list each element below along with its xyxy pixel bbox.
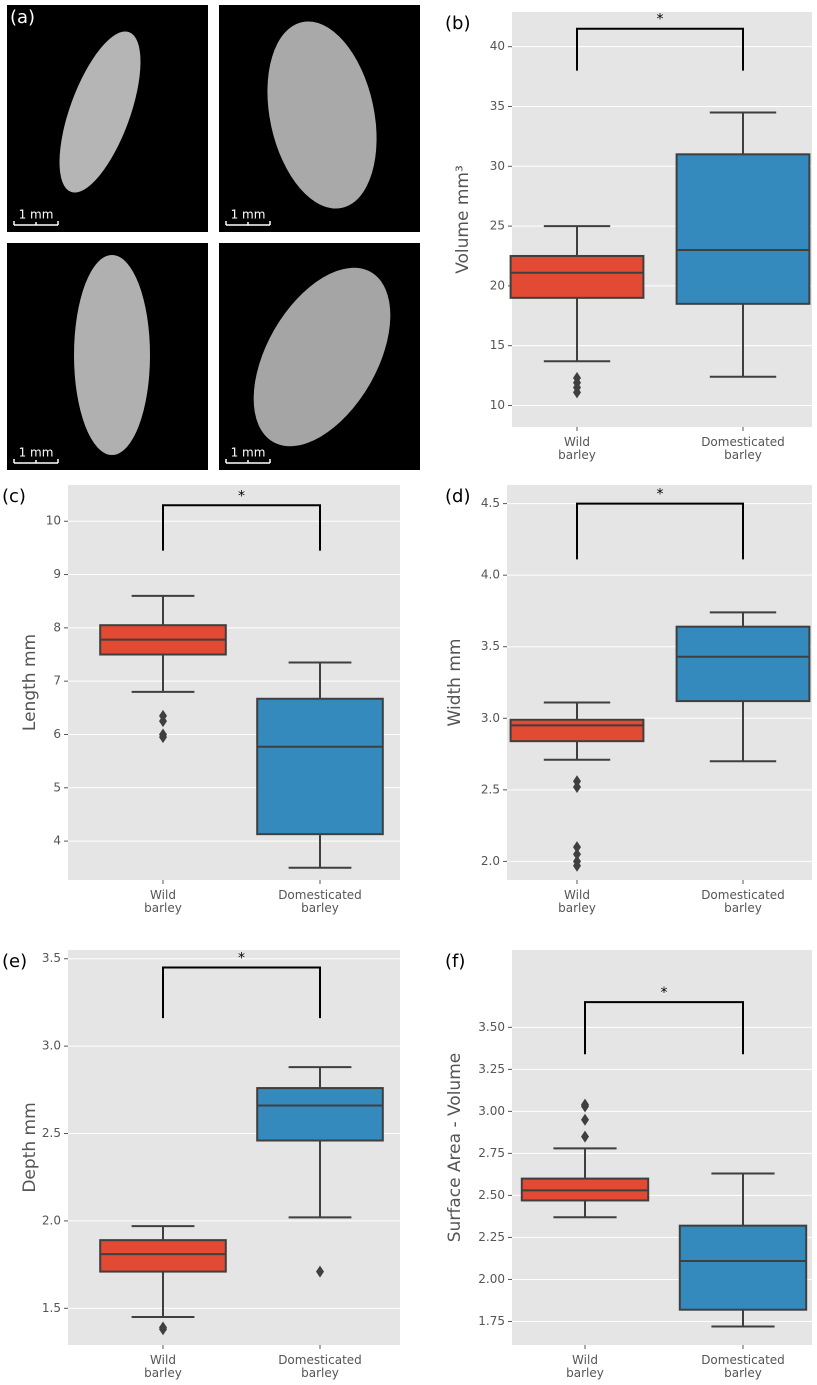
significance-label: * — [238, 488, 245, 504]
significance-label: * — [238, 950, 245, 966]
y-tick-label: 2.0 — [481, 854, 500, 868]
outlier — [159, 1323, 167, 1336]
y-tick-label: 8 — [53, 620, 61, 634]
y-tick-label: 3.0 — [481, 711, 500, 725]
panel-label: (b) — [445, 13, 470, 34]
y-tick-label: 25 — [490, 219, 505, 233]
y-tick-label: 9 — [53, 567, 61, 581]
scale-bar — [13, 221, 271, 464]
x-tick-label: Wild barley — [144, 888, 182, 915]
y-tick-label: 5 — [53, 780, 61, 794]
y-tick-label: 2.75 — [478, 1146, 505, 1160]
outlier — [573, 841, 581, 854]
y-tick-label: 2.0 — [42, 1213, 61, 1227]
box — [509, 254, 645, 299]
y-axis-label: Volume mm³ — [453, 165, 473, 274]
significance-bracket — [162, 966, 321, 1019]
significance-bracket — [162, 504, 321, 551]
y-tick-label: 2.00 — [478, 1272, 505, 1286]
y-tick-label: 10 — [46, 514, 61, 528]
y-tick-label: 3.25 — [478, 1062, 505, 1076]
outlier — [573, 859, 581, 872]
y-tick-label: 6 — [53, 727, 61, 741]
y-tick-label: 3.0 — [42, 1039, 61, 1053]
y-tick-label: 1.75 — [478, 1314, 505, 1328]
significance-label: * — [657, 12, 664, 28]
outlier — [573, 780, 581, 793]
box — [675, 153, 811, 305]
x-tick-label: Wild barley — [566, 1353, 604, 1380]
significance-label: * — [657, 487, 664, 503]
outlier — [581, 1130, 589, 1143]
grain — [74, 255, 150, 455]
y-tick-label: 30 — [490, 159, 505, 173]
y-tick-label: 2.5 — [481, 782, 500, 796]
panel-label: (e) — [2, 951, 27, 972]
panel-label: (a) — [10, 7, 35, 28]
y-axis-label: Width mm — [445, 639, 465, 727]
y-tick-label: 1.5 — [42, 1301, 61, 1315]
outlier — [581, 1098, 589, 1111]
y-tick-label: 4.0 — [481, 568, 500, 582]
box — [256, 697, 384, 836]
y-tick-label: 10 — [490, 398, 505, 412]
x-tick-label: Domesticated barley — [701, 435, 785, 462]
grain — [253, 267, 391, 447]
x-tick-label: Wild barley — [558, 888, 596, 915]
significance-label: * — [661, 985, 668, 1001]
y-tick-label: 2.25 — [478, 1230, 505, 1244]
significance-bracket — [576, 27, 744, 71]
outlier — [573, 386, 581, 399]
outlier — [573, 848, 581, 861]
box — [99, 1239, 227, 1273]
y-tick-label: 7 — [53, 674, 61, 688]
significance-bracket — [576, 502, 744, 560]
box — [675, 625, 811, 703]
y-tick-label: 4 — [53, 834, 61, 848]
y-tick-label: 3.5 — [481, 639, 500, 653]
y-tick-label: 40 — [490, 39, 505, 53]
y-axis-label: Surface Area - Volume — [445, 1053, 465, 1242]
grain — [267, 21, 377, 209]
scale-bar-label: 1 mm — [19, 446, 54, 460]
y-tick-label: 3.5 — [42, 951, 61, 965]
y-tick-label: 2.5 — [42, 1126, 61, 1140]
y-tick-label: 2.50 — [478, 1188, 505, 1202]
x-tick-label: Domesticated barley — [701, 888, 785, 915]
box — [509, 718, 645, 743]
y-tick-label: 3.50 — [478, 1020, 505, 1034]
scale-bar-label: 1 mm — [231, 446, 266, 460]
x-tick-label: Domesticated barley — [278, 888, 362, 915]
panel-label: (c) — [2, 486, 26, 507]
y-axis-label: Depth mm — [20, 1102, 40, 1192]
plot-background — [68, 950, 400, 1345]
x-tick-label: Domesticated barley — [701, 1353, 785, 1380]
box — [256, 1087, 384, 1142]
outlier — [316, 1265, 324, 1278]
x-tick-label: Domesticated barley — [278, 1353, 362, 1380]
grain — [59, 31, 141, 193]
scale-bar-label: 1 mm — [19, 208, 54, 222]
y-tick-label: 20 — [490, 278, 505, 292]
panel-label: (d) — [445, 486, 470, 507]
y-tick-label: 4.5 — [481, 496, 500, 510]
x-tick-label: Wild barley — [144, 1353, 182, 1380]
box — [678, 1224, 808, 1311]
outlier — [159, 715, 167, 728]
y-axis-label: Length mm — [20, 634, 40, 731]
panel-label: (f) — [445, 951, 465, 972]
panel-a: (a) 1 mm 1 mm 1 mm 1 mm — [7, 5, 420, 470]
y-tick-label: 15 — [490, 338, 505, 352]
y-tick-label: 35 — [490, 99, 505, 113]
outlier — [159, 731, 167, 744]
y-tick-label: 3.00 — [478, 1104, 505, 1118]
x-tick-label: Wild barley — [558, 435, 596, 462]
outlier — [581, 1113, 589, 1126]
scale-bar-label: 1 mm — [231, 208, 266, 222]
significance-bracket — [584, 1001, 744, 1055]
